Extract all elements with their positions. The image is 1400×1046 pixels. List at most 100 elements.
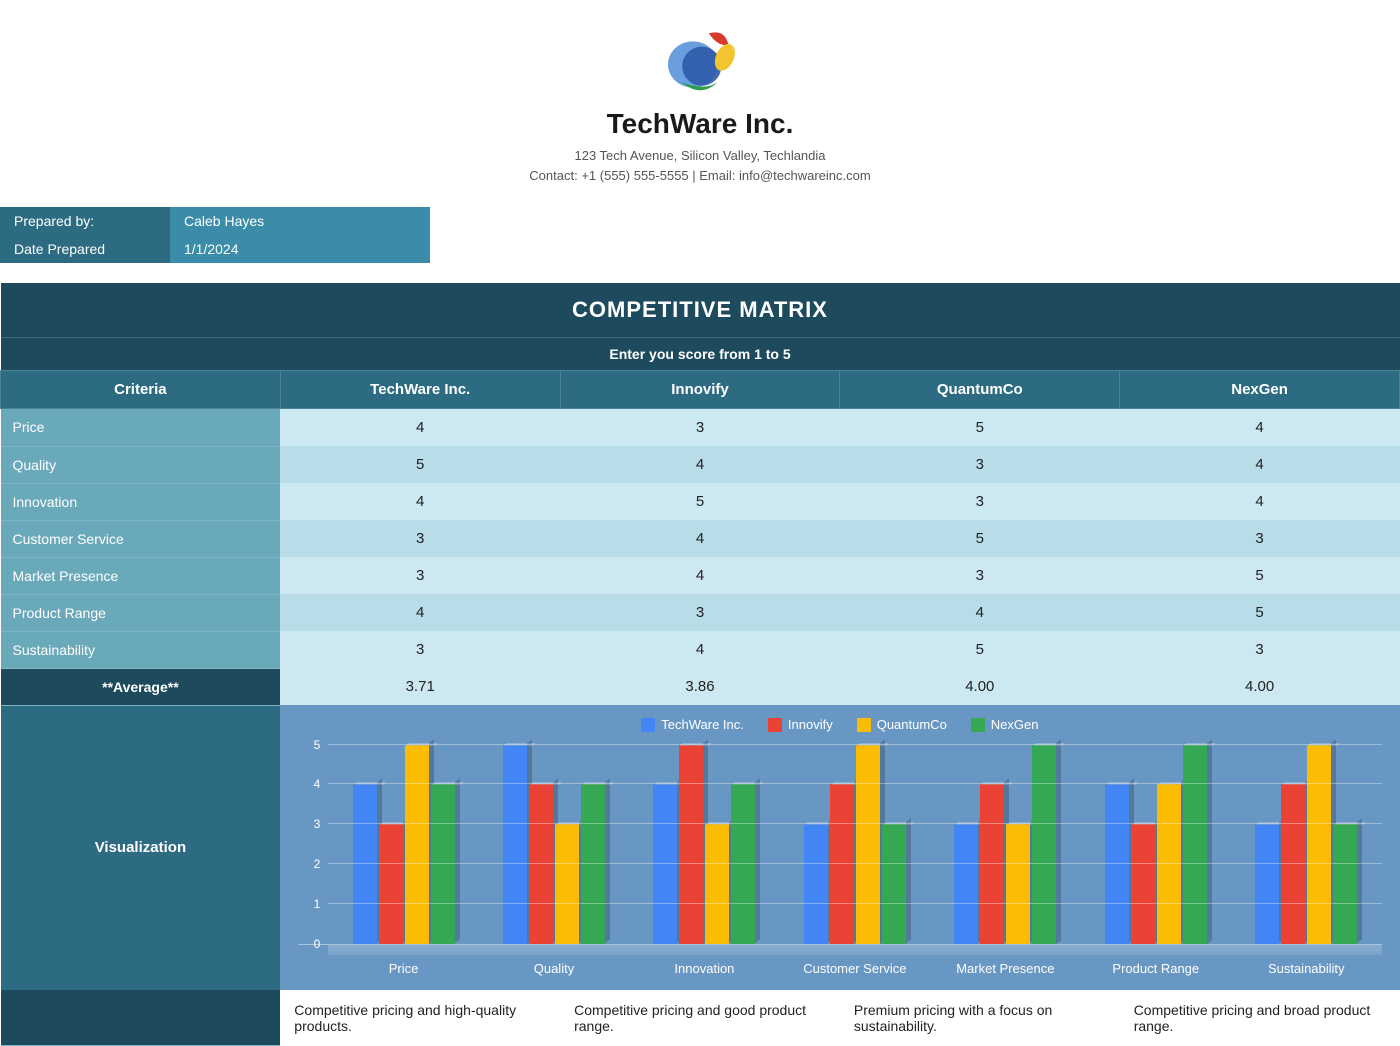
- criteria-label: Market Presence: [1, 557, 281, 594]
- bar: [1307, 745, 1331, 944]
- date-prepared-value: 1/1/2024: [170, 235, 430, 263]
- bar-group: [629, 745, 779, 944]
- bar: [353, 784, 377, 943]
- criteria-label: Quality: [1, 446, 281, 483]
- bar-chart: 012345: [298, 745, 1381, 945]
- competitive-matrix: COMPETITIVE MATRIX Enter you score from …: [0, 283, 1400, 1046]
- score-cell: 3: [840, 446, 1120, 483]
- criteria-label: Customer Service: [1, 520, 281, 557]
- bar: [405, 745, 429, 944]
- score-cell: 3: [1120, 520, 1400, 557]
- competitor-header: NexGen: [1120, 371, 1400, 409]
- legend-swatch: [971, 718, 985, 732]
- bar: [954, 824, 978, 943]
- bar: [1157, 784, 1181, 943]
- summary-cell: Competitive pricing and high-quality pro…: [280, 990, 560, 1046]
- competitor-header: QuantumCo: [840, 371, 1120, 409]
- bar: [830, 784, 854, 943]
- bar-group: [328, 745, 478, 944]
- criteria-label: Product Range: [1, 594, 281, 631]
- x-label: Market Presence: [930, 961, 1080, 976]
- matrix-subtitle: Enter you score from 1 to 5: [1, 338, 1400, 371]
- x-label: Innovation: [629, 961, 779, 976]
- score-cell: 3: [560, 594, 840, 631]
- criteria-label: Innovation: [1, 483, 281, 520]
- y-tick: 4: [314, 777, 321, 791]
- company-address: 123 Tech Avenue, Silicon Valley, Techlan…: [0, 146, 1400, 166]
- bar: [529, 784, 553, 943]
- table-row: Innovation4534: [1, 483, 1400, 520]
- legend-item: NexGen: [971, 717, 1039, 732]
- bar-group: [780, 745, 930, 944]
- score-cell: 4: [280, 409, 560, 447]
- bar-group: [930, 745, 1080, 944]
- summary-label-blank: [1, 990, 281, 1046]
- score-cell: 4: [840, 594, 1120, 631]
- legend-label: TechWare Inc.: [661, 717, 744, 732]
- legend-swatch: [641, 718, 655, 732]
- score-cell: 5: [840, 520, 1120, 557]
- y-tick: 1: [314, 897, 321, 911]
- score-cell: 3: [1120, 631, 1400, 668]
- prepared-by-label: Prepared by:: [0, 207, 170, 235]
- summary-cell: Premium pricing with a focus on sustaina…: [840, 990, 1120, 1046]
- criteria-label: Price: [1, 409, 281, 447]
- y-tick: 2: [314, 857, 321, 871]
- table-row: Sustainability3453: [1, 631, 1400, 668]
- y-tick: 0: [314, 937, 321, 951]
- legend-label: NexGen: [991, 717, 1039, 732]
- y-tick: 5: [314, 738, 321, 752]
- legend-swatch: [857, 718, 871, 732]
- score-cell: 5: [1120, 557, 1400, 594]
- bar: [1255, 824, 1279, 943]
- chart-floor: [328, 945, 1381, 955]
- x-label: Product Range: [1081, 961, 1231, 976]
- bar: [804, 824, 828, 943]
- x-label: Price: [328, 961, 478, 976]
- visualization-label: Visualization: [1, 705, 281, 990]
- score-cell: 4: [280, 483, 560, 520]
- bar: [581, 784, 605, 943]
- table-row: Quality5434: [1, 446, 1400, 483]
- legend-item: Innovify: [768, 717, 833, 732]
- criteria-header: Criteria: [1, 371, 281, 409]
- bar-group: [1231, 745, 1381, 944]
- legend-label: QuantumCo: [877, 717, 947, 732]
- score-cell: 5: [1120, 594, 1400, 631]
- chart-container: TechWare Inc. Innovify QuantumCo NexGen 0 1 2…: [280, 705, 1399, 990]
- score-cell: 3: [840, 557, 1120, 594]
- score-cell: 4: [560, 520, 840, 557]
- chart-legend: TechWare Inc. Innovify QuantumCo NexGen: [298, 717, 1381, 735]
- score-cell: 3: [840, 483, 1120, 520]
- bar: [856, 745, 880, 944]
- score-cell: 5: [840, 631, 1120, 668]
- average-row: **Average** 3.71 3.86 4.00 4.00: [1, 668, 1400, 705]
- score-cell: 4: [1120, 446, 1400, 483]
- bar: [653, 784, 677, 943]
- legend-item: TechWare Inc.: [641, 717, 744, 732]
- bar: [1183, 745, 1207, 944]
- average-cell: 4.00: [1120, 668, 1400, 705]
- bar: [503, 745, 527, 944]
- bar: [980, 784, 1004, 943]
- score-cell: 4: [280, 594, 560, 631]
- summary-row: Competitive pricing and high-quality pro…: [1, 990, 1400, 1046]
- x-label: Sustainability: [1231, 961, 1381, 976]
- score-cell: 4: [560, 446, 840, 483]
- company-name: TechWare Inc.: [0, 108, 1400, 140]
- competitor-header: TechWare Inc.: [280, 371, 560, 409]
- bar: [1032, 745, 1056, 944]
- gridline: [328, 783, 1381, 784]
- score-cell: 4: [1120, 483, 1400, 520]
- x-label: Quality: [479, 961, 629, 976]
- table-row: Price4354: [1, 409, 1400, 447]
- legend-item: QuantumCo: [857, 717, 947, 732]
- score-cell: 5: [560, 483, 840, 520]
- average-label: **Average**: [1, 668, 281, 705]
- score-cell: 5: [840, 409, 1120, 447]
- bar-group: [479, 745, 629, 944]
- bar: [705, 824, 729, 943]
- average-cell: 3.86: [560, 668, 840, 705]
- document-header: TechWare Inc. 123 Tech Avenue, Silicon V…: [0, 0, 1400, 195]
- x-label: Customer Service: [780, 961, 930, 976]
